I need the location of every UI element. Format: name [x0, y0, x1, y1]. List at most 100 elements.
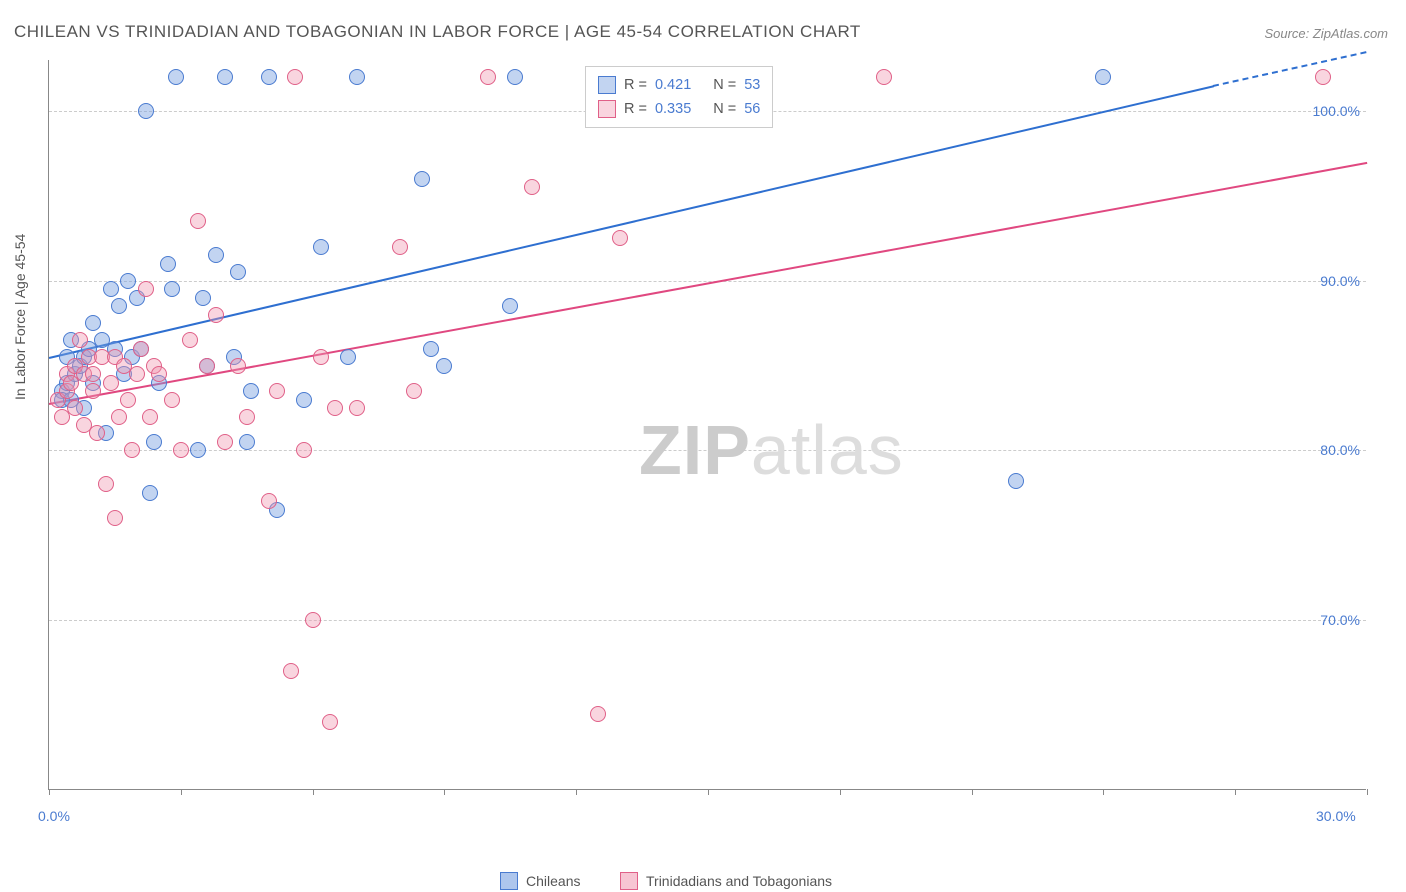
scatter-point: [85, 366, 101, 382]
scatter-point: [230, 358, 246, 374]
legend-swatch: [500, 872, 518, 890]
y-tick-label: 70.0%: [1320, 612, 1360, 628]
x-tick: [444, 789, 445, 795]
scatter-point: [1095, 69, 1111, 85]
scatter-point: [146, 434, 162, 450]
y-axis-label: In Labor Force | Age 45-54: [12, 234, 28, 400]
scatter-point: [217, 69, 233, 85]
scatter-point: [261, 69, 277, 85]
scatter-point: [239, 434, 255, 450]
x-tick: [1103, 789, 1104, 795]
x-tick-label: 30.0%: [1316, 808, 1356, 824]
legend-swatch: [598, 100, 616, 118]
legend-item: Trinidadians and Tobagonians: [620, 872, 832, 890]
scatter-point: [208, 247, 224, 263]
scatter-point: [107, 510, 123, 526]
trend-line: [1213, 52, 1367, 88]
scatter-point: [98, 476, 114, 492]
x-tick: [313, 789, 314, 795]
scatter-point: [129, 366, 145, 382]
x-tick: [708, 789, 709, 795]
legend-label: Chileans: [526, 873, 580, 889]
scatter-point: [89, 425, 105, 441]
scatter-point: [423, 341, 439, 357]
x-tick: [1235, 789, 1236, 795]
scatter-point: [230, 264, 246, 280]
x-tick-label: 0.0%: [38, 808, 70, 824]
scatter-point: [195, 290, 211, 306]
scatter-point: [349, 69, 365, 85]
x-tick: [49, 789, 50, 795]
scatter-point: [199, 358, 215, 374]
scatter-point: [85, 383, 101, 399]
r-label: R =: [624, 73, 647, 97]
scatter-point: [340, 349, 356, 365]
r-value: 0.335: [655, 97, 691, 121]
x-tick: [972, 789, 973, 795]
scatter-point: [322, 714, 338, 730]
scatter-point: [502, 298, 518, 314]
scatter-point: [436, 358, 452, 374]
scatter-point: [138, 103, 154, 119]
n-label: N =: [713, 73, 736, 97]
scatter-point: [217, 434, 233, 450]
scatter-point: [1008, 473, 1024, 489]
gridline-h: [49, 450, 1366, 451]
n-value: 56: [744, 97, 760, 121]
scatter-point: [72, 332, 88, 348]
scatter-point: [1315, 69, 1331, 85]
plot-area: 70.0%80.0%90.0%100.0%ZIPatlasR =0.421N =…: [48, 60, 1366, 790]
stats-row: R =0.335N =56: [598, 97, 760, 121]
scatter-point: [111, 298, 127, 314]
legend-item: Chileans: [500, 872, 580, 890]
legend-swatch: [620, 872, 638, 890]
scatter-point: [168, 69, 184, 85]
scatter-point: [392, 239, 408, 255]
scatter-point: [349, 400, 365, 416]
scatter-point: [406, 383, 422, 399]
scatter-point: [164, 281, 180, 297]
scatter-point: [296, 392, 312, 408]
scatter-point: [133, 341, 149, 357]
scatter-point: [261, 493, 277, 509]
stats-box: R = 0.421 N = 53R =0.335N =56: [585, 66, 773, 128]
scatter-point: [305, 612, 321, 628]
scatter-point: [524, 179, 540, 195]
trend-line: [49, 162, 1367, 405]
scatter-point: [590, 706, 606, 722]
scatter-point: [67, 400, 83, 416]
scatter-point: [612, 230, 628, 246]
scatter-point: [480, 69, 496, 85]
stats-row: R = 0.421 N = 53: [598, 73, 760, 97]
x-tick: [181, 789, 182, 795]
scatter-point: [173, 442, 189, 458]
scatter-point: [103, 375, 119, 391]
scatter-point: [120, 392, 136, 408]
scatter-point: [269, 383, 285, 399]
correlation-chart: CHILEAN VS TRINIDADIAN AND TOBAGONIAN IN…: [0, 0, 1406, 892]
source-attribution: Source: ZipAtlas.com: [1264, 26, 1388, 41]
scatter-point: [190, 213, 206, 229]
scatter-point: [138, 281, 154, 297]
chart-title: CHILEAN VS TRINIDADIAN AND TOBAGONIAN IN…: [14, 22, 861, 42]
scatter-point: [151, 366, 167, 382]
scatter-point: [190, 442, 206, 458]
scatter-point: [287, 69, 303, 85]
x-tick: [840, 789, 841, 795]
scatter-point: [243, 383, 259, 399]
scatter-point: [120, 273, 136, 289]
scatter-point: [208, 307, 224, 323]
n-value: 53: [744, 73, 760, 97]
scatter-point: [142, 409, 158, 425]
scatter-point: [296, 442, 312, 458]
y-tick-label: 100.0%: [1313, 103, 1360, 119]
scatter-point: [283, 663, 299, 679]
x-tick: [576, 789, 577, 795]
scatter-point: [111, 409, 127, 425]
scatter-point: [327, 400, 343, 416]
y-tick-label: 90.0%: [1320, 273, 1360, 289]
scatter-point: [182, 332, 198, 348]
scatter-point: [142, 485, 158, 501]
scatter-point: [124, 442, 140, 458]
r-value: 0.421: [655, 73, 691, 97]
